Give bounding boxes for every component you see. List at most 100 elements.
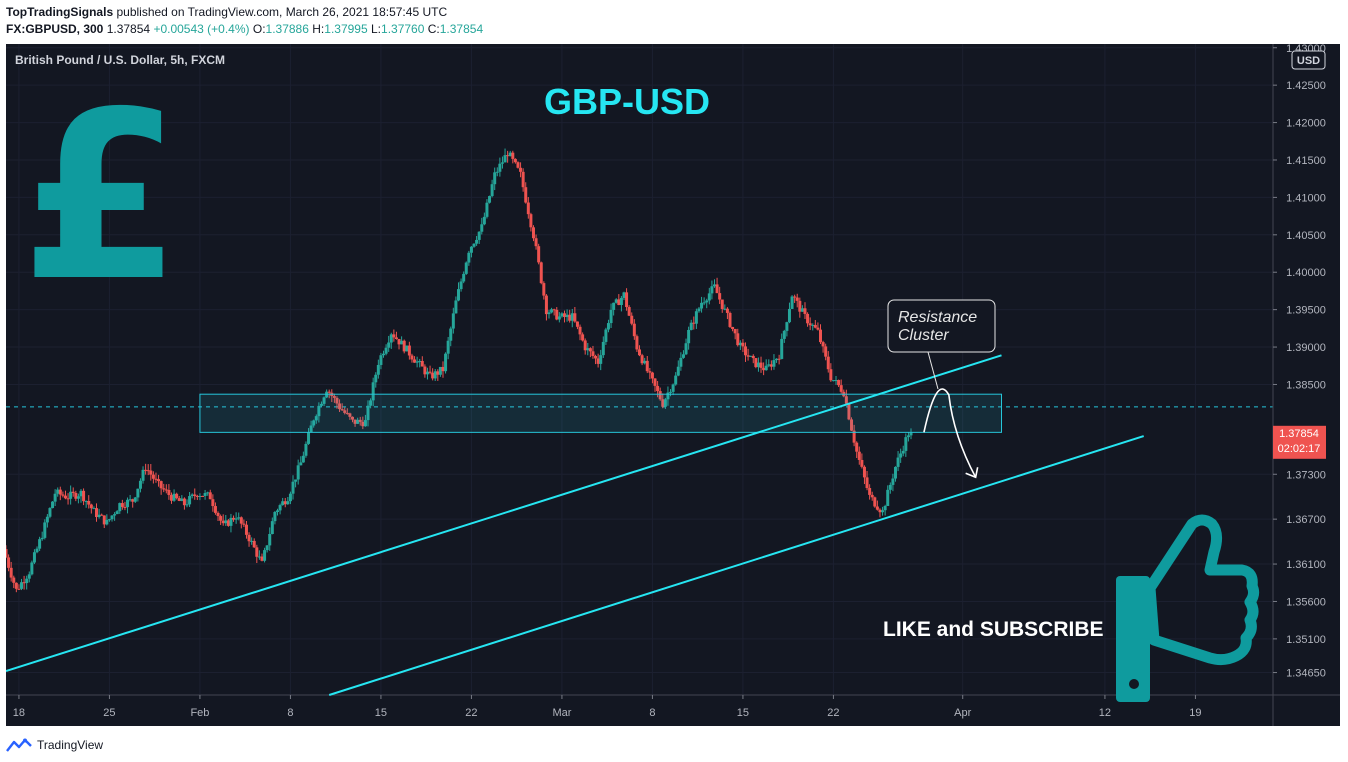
candle-body — [154, 478, 158, 480]
candle-body — [63, 495, 67, 499]
candle-body — [79, 490, 83, 497]
candle-body — [332, 396, 336, 398]
currency-badge[interactable]: USD — [1291, 50, 1326, 70]
candle-body — [865, 477, 869, 489]
price-tick-label: 1.40000 — [1286, 267, 1326, 279]
candle-body — [252, 540, 256, 548]
candle-body — [255, 547, 259, 557]
candle-body — [883, 505, 887, 511]
candle-body — [102, 515, 106, 525]
candle-body — [27, 574, 31, 579]
candle-body — [182, 498, 186, 506]
candle-body — [563, 313, 567, 318]
candle-body — [498, 163, 502, 172]
time-tick-label: 8 — [649, 707, 655, 719]
time-tick-label: 25 — [103, 707, 115, 719]
candle-body — [712, 284, 716, 287]
candle-body — [477, 231, 481, 240]
candle-body — [224, 520, 228, 524]
author-name[interactable]: TopTradingSignals — [6, 5, 114, 19]
candle-body — [588, 348, 592, 352]
price-tick-label: 1.35600 — [1286, 596, 1326, 608]
candle-body — [591, 351, 595, 356]
candle-body — [839, 385, 843, 392]
low-value: 1.37760 — [381, 22, 425, 36]
candle-body — [270, 521, 274, 534]
chart-frame[interactable]: 1.43000 1.42500 1.42000 1.41500 1.41000 1.405… — [6, 44, 1340, 726]
candle-body — [906, 435, 910, 438]
candle-body — [40, 537, 44, 540]
candle-body — [710, 286, 714, 294]
candle-body — [418, 360, 422, 362]
candle-body — [531, 227, 535, 239]
candle-body — [676, 366, 680, 376]
candle-body — [640, 355, 644, 364]
candle-body — [661, 399, 665, 407]
candle-body — [495, 171, 499, 173]
candle-body — [756, 362, 760, 368]
candle-body — [402, 340, 406, 352]
candle-body — [852, 430, 856, 443]
candle-body — [25, 578, 29, 584]
candle-body — [74, 492, 78, 499]
candle-body — [544, 295, 548, 315]
candle-body — [519, 167, 523, 172]
candle-body — [715, 284, 719, 294]
candle-body — [415, 361, 419, 363]
candle-body — [819, 329, 822, 343]
candle-body — [92, 508, 96, 510]
candle-body — [131, 499, 135, 502]
candle-body — [803, 308, 807, 314]
tradingview-brand[interactable]: TradingView — [37, 738, 104, 752]
candle-body — [669, 391, 673, 393]
candle-body — [878, 509, 882, 513]
countdown-label: 02:02:17 — [1278, 443, 1321, 455]
candle-body — [573, 313, 577, 322]
resistance-zone-layer — [199, 393, 1002, 433]
candle-body — [790, 296, 794, 309]
time-tick-label: 18 — [13, 707, 25, 719]
candle-body — [126, 499, 130, 508]
candle-body — [105, 519, 109, 525]
candle-body — [847, 403, 851, 420]
candle-body — [239, 517, 243, 524]
thumbs-up-icon[interactable] — [1116, 514, 1260, 702]
candle-body — [343, 410, 347, 413]
published-text: published on TradingView.com, March 26, … — [116, 5, 448, 19]
time-tick-label: 19 — [1189, 707, 1201, 719]
time-tick-label: 22 — [465, 707, 477, 719]
candle-body — [177, 498, 181, 501]
tradingview-footer[interactable]: TradingView — [6, 735, 103, 755]
candles-layer — [6, 148, 913, 593]
candle-body — [213, 506, 217, 513]
candle-body — [826, 356, 830, 370]
candle-body — [697, 308, 701, 312]
price-chart[interactable]: 1.43000 1.42500 1.42000 1.41500 1.41000 1.405… — [6, 44, 1340, 726]
candle-body — [733, 329, 737, 334]
candle-body — [175, 493, 179, 499]
candle-body — [596, 358, 600, 364]
candle-body — [146, 470, 150, 472]
grid-layer — [6, 44, 1273, 695]
candle-body — [317, 405, 321, 417]
candle-body — [451, 313, 455, 329]
candle-body — [400, 340, 404, 345]
candle-body — [335, 397, 339, 404]
candle-body — [327, 391, 331, 393]
candle-body — [632, 323, 636, 337]
candle-body — [537, 246, 541, 263]
candle-body — [38, 539, 42, 549]
candle-body — [14, 582, 18, 589]
candle-body — [397, 339, 401, 345]
price-tick-label: 1.38500 — [1286, 379, 1326, 391]
candle-body — [389, 334, 393, 343]
candle-body — [601, 341, 605, 356]
candle-body — [221, 520, 225, 524]
candle-body — [268, 533, 272, 546]
candle-body — [51, 501, 55, 509]
candle-body — [782, 330, 786, 339]
candle-body — [32, 552, 36, 563]
candle-body — [257, 556, 261, 558]
candle-body — [503, 155, 507, 163]
candle-body — [151, 474, 155, 479]
